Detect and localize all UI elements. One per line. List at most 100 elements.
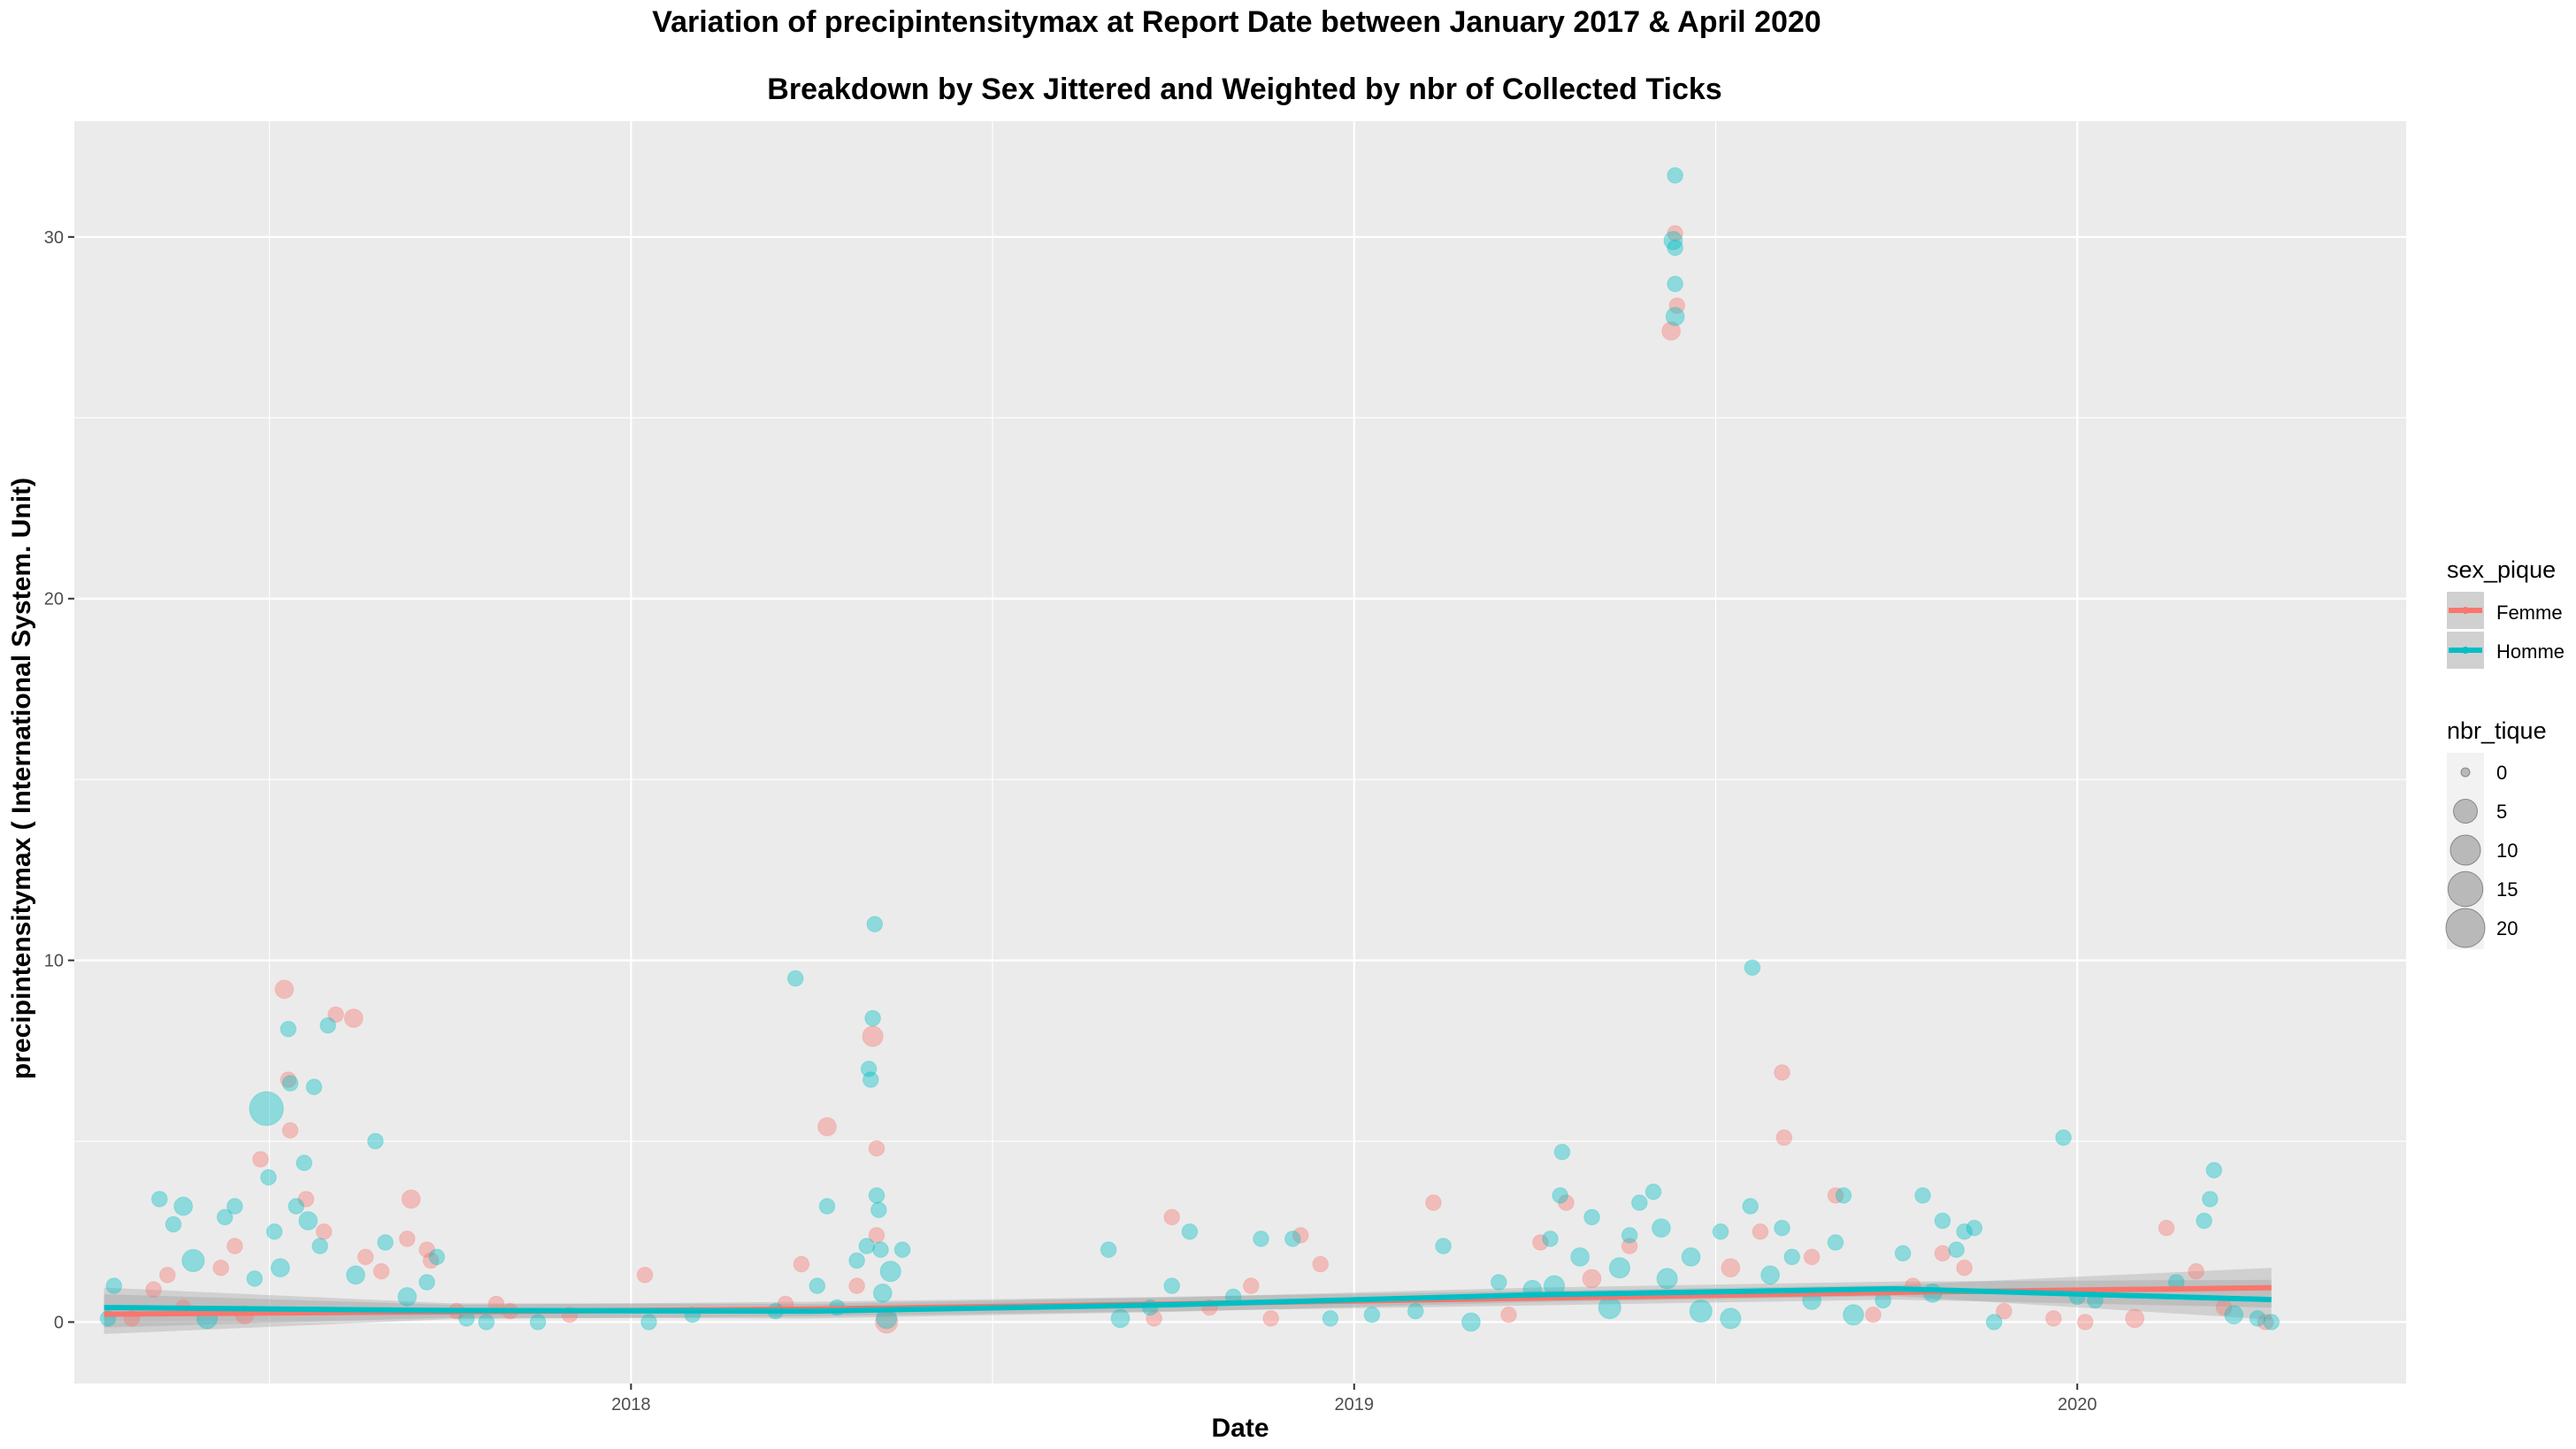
data-point-homme xyxy=(1667,275,1683,293)
data-point-homme xyxy=(2205,1162,2223,1179)
size-legend-label: 10 xyxy=(2496,840,2518,862)
data-point-femme xyxy=(2076,1314,2094,1330)
data-point-homme xyxy=(1681,1247,1701,1267)
size-legend-circle xyxy=(2460,767,2471,778)
data-point-homme xyxy=(2202,1191,2219,1208)
data-point-femme xyxy=(1558,1194,1575,1211)
data-point-femme xyxy=(418,1241,435,1258)
data-point-homme xyxy=(1665,306,1685,326)
data-point-homme xyxy=(809,1277,826,1294)
data-point-femme xyxy=(401,1189,421,1209)
data-point-homme xyxy=(478,1314,495,1330)
data-point-homme xyxy=(1835,1187,1852,1204)
data-point-homme xyxy=(151,1191,168,1208)
data-point-femme xyxy=(1721,1258,1741,1278)
confidence-band-femme xyxy=(104,1268,2272,1334)
data-point-femme xyxy=(372,1262,390,1280)
data-point-homme xyxy=(640,1314,657,1330)
data-point-homme xyxy=(246,1270,264,1287)
data-point-homme xyxy=(265,1223,283,1240)
data-point-femme xyxy=(1956,1259,1973,1276)
data-point-femme xyxy=(1163,1208,1180,1226)
data-point-homme xyxy=(1843,1304,1865,1326)
data-point-homme xyxy=(1542,1230,1559,1247)
data-point-homme xyxy=(2249,1310,2266,1327)
data-point-femme xyxy=(226,1238,243,1254)
data-point-femme xyxy=(1500,1307,1517,1323)
data-point-femme xyxy=(1621,1238,1638,1254)
data-point-homme xyxy=(870,1201,887,1218)
data-point-homme xyxy=(1181,1223,1199,1240)
data-point-homme xyxy=(226,1198,243,1215)
data-point-homme xyxy=(1744,959,1761,977)
data-point-femme xyxy=(848,1277,865,1294)
data-point-femme xyxy=(2125,1308,2145,1329)
data-point-femme xyxy=(862,1025,884,1047)
data-point-homme xyxy=(1667,239,1683,257)
y-axis-label: precipintensitymax ( International Syste… xyxy=(7,478,36,1079)
data-point-homme xyxy=(271,1258,290,1278)
data-point-homme xyxy=(1491,1274,1507,1291)
data-point-homme xyxy=(397,1287,418,1307)
data-point-homme xyxy=(173,1196,194,1216)
data-point-homme xyxy=(311,1238,329,1254)
data-point-femme xyxy=(636,1267,654,1284)
legend-label-femme: Femme xyxy=(2496,602,2563,624)
data-point-homme xyxy=(418,1274,435,1291)
chart-subtitle: Breakdown by Sex Jittered and Weighted b… xyxy=(767,73,1721,106)
data-point-homme xyxy=(1253,1230,1269,1247)
data-point-homme xyxy=(872,1241,889,1258)
y-tick-label: 30 xyxy=(44,228,64,248)
data-point-homme xyxy=(260,1169,277,1186)
data-point-femme xyxy=(1774,1064,1790,1081)
y-tick-label: 20 xyxy=(44,590,64,610)
data-point-homme xyxy=(868,1187,886,1204)
data-point-femme xyxy=(145,1281,162,1298)
size-legend-title: nbr_tique xyxy=(2447,717,2547,744)
grid xyxy=(74,121,2406,1384)
data-point-femme xyxy=(1582,1269,1602,1289)
size-legend-label: 0 xyxy=(2496,762,2507,784)
data-point-homme xyxy=(1322,1310,1339,1327)
data-point-homme xyxy=(1284,1230,1301,1247)
data-point-homme xyxy=(1934,1212,1951,1230)
data-point-femme xyxy=(1532,1234,1549,1251)
data-point-homme xyxy=(786,970,804,987)
legend-dot-femme xyxy=(2462,607,2469,614)
data-point-femme xyxy=(1668,297,1686,314)
data-point-femme xyxy=(327,1006,344,1024)
data-point-homme xyxy=(1100,1241,1117,1258)
data-point-femme xyxy=(817,1116,837,1137)
size-legend-circle xyxy=(2453,799,2478,824)
data-point-homme xyxy=(1461,1312,1481,1332)
data-point-homme xyxy=(862,1071,879,1088)
color-legend-title: sex_pique xyxy=(2447,556,2556,583)
data-point-femme xyxy=(274,979,295,1000)
trend-lines xyxy=(104,1284,2272,1317)
data-point-homme xyxy=(1621,1227,1638,1244)
data-point-homme xyxy=(866,916,884,932)
data-point-femme xyxy=(422,1252,440,1269)
data-point-homme xyxy=(1914,1187,1931,1204)
x-tick-label: 2020 xyxy=(2058,1395,2097,1414)
data-point-homme xyxy=(1667,167,1683,184)
data-point-homme xyxy=(1760,1265,1780,1285)
data-point-femme xyxy=(1865,1307,1882,1323)
data-point-femme xyxy=(399,1230,416,1247)
data-point-homme xyxy=(858,1238,876,1254)
data-point-femme xyxy=(1934,1245,1951,1262)
data-point-femme xyxy=(1775,1129,1793,1146)
data-point-homme xyxy=(1435,1238,1452,1254)
size-legend-circle xyxy=(2445,908,2486,948)
data-point-homme xyxy=(2196,1212,2212,1230)
data-point-homme xyxy=(1631,1194,1648,1211)
data-point-homme xyxy=(305,1078,323,1095)
data-point-femme xyxy=(1827,1187,1844,1204)
data-point-femme xyxy=(252,1151,269,1168)
data-point-femme xyxy=(1262,1310,1279,1327)
data-point-femme xyxy=(1292,1227,1309,1244)
plot-panel xyxy=(74,121,2406,1384)
data-point-homme xyxy=(2263,1314,2280,1330)
data-point-homme xyxy=(249,1091,284,1126)
data-point-homme xyxy=(1110,1308,1131,1329)
